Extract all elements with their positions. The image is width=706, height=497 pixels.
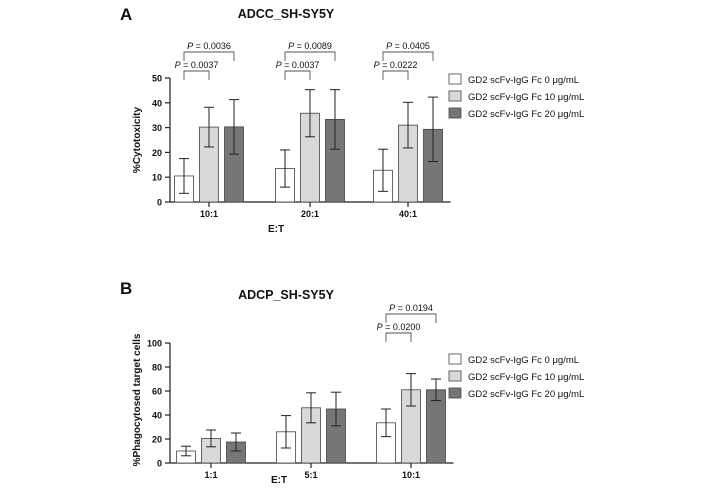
y-tick-label: 0: [157, 459, 162, 469]
legend-swatch: [448, 73, 462, 85]
p-value-label: P = 0.0089: [288, 41, 332, 51]
y-tick-label: 100: [147, 339, 162, 349]
legend-swatch: [448, 353, 462, 365]
significance-bracket: [183, 70, 210, 80]
legend-label: GD2 scFv-IgG Fc 10 μg/mL: [468, 92, 584, 103]
panel-letter-b: B: [120, 279, 132, 298]
legend-swatch: [448, 387, 462, 399]
significance-bracket: [382, 51, 434, 61]
x-tick-label: 10:1: [402, 470, 420, 480]
y-tick-label: 0: [157, 198, 162, 208]
legend-label: GD2 scFv-IgG Fc 20 μg/mL: [468, 389, 584, 400]
significance-bracket: [385, 332, 412, 342]
significance-bracket: [284, 70, 311, 80]
y-tick-label: 20: [152, 148, 162, 158]
significance-bracket: [183, 51, 235, 61]
x-tick-label: 10:1: [200, 209, 218, 219]
y-axis-label-b: %Phagocytosed target cells: [132, 333, 143, 466]
chart-title-b: ADCP_SH-SY5Y: [238, 288, 335, 302]
x-tick-label: 1:1: [204, 470, 217, 480]
p-value-label: P = 0.0405: [386, 41, 430, 51]
y-tick-label: 30: [152, 123, 162, 133]
legend-label: GD2 scFv-IgG Fc 20 μg/mL: [468, 109, 584, 120]
significance-bracket: [284, 51, 336, 61]
p-value-label: P = 0.0222: [374, 60, 418, 70]
legend-label: GD2 scFv-IgG Fc 10 μg/mL: [468, 372, 584, 383]
panel-b: B ADCP_SH-SY5Y E:T %Phagocytosed target …: [120, 279, 584, 486]
x-tick-label: 20:1: [301, 209, 319, 219]
significance-bracket: [382, 70, 409, 80]
p-value-label: P = 0.0194: [389, 303, 433, 313]
y-tick-label: 80: [152, 363, 162, 373]
y-tick-label: 20: [152, 435, 162, 445]
y-tick-label: 60: [152, 387, 162, 397]
y-tick-label: 50: [152, 74, 162, 84]
x-axis-label-a: E:T: [268, 224, 284, 235]
x-tick-label: 5:1: [304, 470, 317, 480]
legend-swatch: [448, 90, 462, 102]
legend-swatch: [448, 107, 462, 119]
y-tick-label: 40: [152, 411, 162, 421]
y-axis-label-a: %Cytotoxicity: [132, 107, 143, 174]
y-tick-label: 40: [152, 98, 162, 108]
legend-label: GD2 scFv-IgG Fc 0 μg/mL: [468, 75, 579, 86]
p-value-label: P = 0.0037: [175, 60, 219, 70]
plot-area-b: 0 20 40 60 80 100 1:1 5:1 10:1 P = 0.0194 P = 0.02…: [147, 303, 584, 480]
p-value-label: P = 0.0037: [276, 60, 320, 70]
p-value-label: P = 0.0036: [187, 41, 231, 51]
x-tick-label: 40:1: [399, 209, 417, 219]
significance-bracket: [385, 313, 437, 323]
panel-a: A ADCC_SH-SY5Y E:T %Cytotoxicity 0 10 20 30…: [120, 5, 584, 235]
y-tick-label: 10: [152, 173, 162, 183]
p-value-label: P = 0.0200: [377, 322, 421, 332]
legend-label: GD2 scFv-IgG Fc 0 μg/mL: [468, 355, 579, 366]
plot-area-a: 0 10 20 30 40 50 10:1 20:1 40:1 P = 0.0036 P = 0.0…: [152, 41, 584, 219]
panel-letter-a: A: [120, 5, 132, 24]
x-axis-label-b: E:T: [271, 475, 287, 486]
chart-title-a: ADCC_SH-SY5Y: [238, 7, 335, 21]
legend-swatch: [448, 370, 462, 382]
